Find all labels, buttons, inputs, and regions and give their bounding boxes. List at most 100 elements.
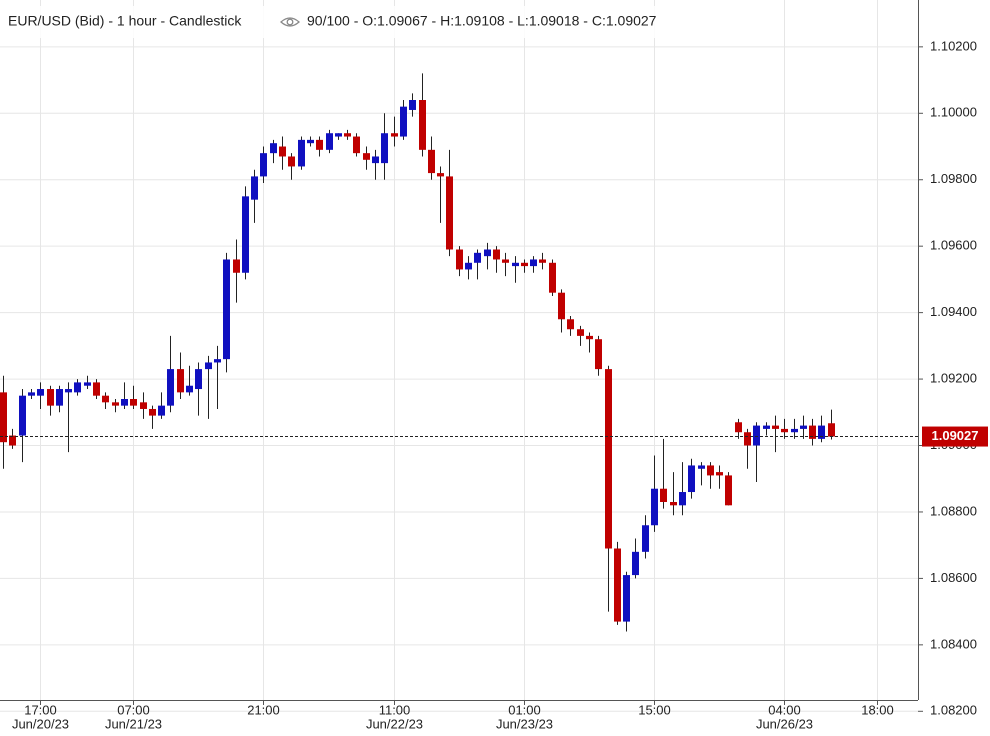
candle-body <box>800 425 807 429</box>
candle-body <box>391 133 398 137</box>
y-tick-label: 1.08400 <box>930 636 977 651</box>
candle-body <box>353 136 360 154</box>
candle-body <box>270 143 277 154</box>
candle-body <box>279 146 286 157</box>
candle-body <box>828 423 835 437</box>
candle-body <box>205 362 212 370</box>
candle-body <box>102 395 109 403</box>
x-date-label: Jun/20/23 <box>12 716 69 731</box>
candle-body <box>586 335 593 340</box>
candle-body <box>121 399 128 406</box>
candle-body <box>660 488 667 502</box>
candle-body <box>65 389 72 393</box>
y-tick-label: 1.09400 <box>930 304 977 319</box>
y-tick-label: 1.08600 <box>930 570 977 585</box>
candle-body <box>623 575 630 622</box>
candle-body <box>818 425 825 439</box>
candle-body <box>605 369 612 549</box>
y-tick-label: 1.08200 <box>930 703 977 718</box>
candle-body <box>186 385 193 393</box>
last-price-label: 1.09027 <box>932 428 979 443</box>
x-tick-label: 17:00 <box>24 702 57 717</box>
chart-info: 90/100 - O:1.09067 - H:1.09108 - L:1.090… <box>307 13 657 29</box>
candle-body <box>753 425 760 446</box>
x-tick-label: 18:00 <box>861 702 894 717</box>
candle-body <box>400 106 407 137</box>
header-background <box>0 6 708 38</box>
x-date-label: Jun/22/23 <box>366 716 423 731</box>
candle-body <box>670 501 677 506</box>
candle-body <box>140 402 147 409</box>
candle-body <box>74 382 81 393</box>
candle-body <box>242 196 249 273</box>
candle-body <box>651 488 658 526</box>
candle-body <box>409 100 416 110</box>
candle-body <box>456 249 463 270</box>
candle-body <box>326 133 333 150</box>
candle-body <box>446 176 453 250</box>
candle-body <box>307 139 314 144</box>
candle-body <box>233 259 240 273</box>
x-tick-label: 04:00 <box>768 702 801 717</box>
candle-body <box>772 425 779 429</box>
eye-icon <box>280 17 300 27</box>
candle-body <box>149 408 156 416</box>
candle-body <box>484 249 491 257</box>
candle-body <box>763 425 770 429</box>
candle-body <box>0 392 7 443</box>
candle-body <box>558 292 565 320</box>
candle-body <box>298 139 305 167</box>
y-tick-label: 1.10000 <box>930 105 977 120</box>
candle-body <box>512 262 519 267</box>
candle-body <box>521 262 528 267</box>
candle-body <box>372 156 379 164</box>
candle-body <box>502 259 509 263</box>
x-tick-label: 21:00 <box>247 702 280 717</box>
candle-body <box>698 465 705 469</box>
candle-body <box>214 359 221 363</box>
candle-body <box>549 262 556 293</box>
grid-layer <box>0 0 918 712</box>
labels-layer: 1.082001.084001.086001.088001.090001.092… <box>12 38 988 731</box>
candle-body <box>9 435 16 446</box>
x-tick-label: 07:00 <box>117 702 150 717</box>
candle-body <box>344 133 351 137</box>
x-date-label: Jun/21/23 <box>105 716 162 731</box>
candle-body <box>28 392 35 396</box>
candle-body <box>493 249 500 260</box>
last-price-box <box>922 426 988 447</box>
candle-body <box>679 492 686 506</box>
candle-body <box>260 153 267 177</box>
candle-body <box>419 100 426 150</box>
y-tick-label: 1.09600 <box>930 238 977 253</box>
candle-body <box>809 425 816 439</box>
x-tick-label: 11:00 <box>379 702 411 717</box>
candle-body <box>251 176 258 200</box>
candle-body <box>167 369 174 406</box>
candle-body <box>335 133 342 137</box>
candle-body <box>19 395 26 436</box>
candle-body <box>195 369 202 390</box>
candle-body <box>363 153 370 160</box>
candle-body <box>539 259 546 263</box>
candle-body <box>177 369 184 393</box>
chart-title: EUR/USD (Bid) - 1 hour - Candlestick <box>8 13 242 29</box>
candle-body <box>158 405 165 416</box>
candle-body <box>47 389 54 406</box>
candle-body <box>316 139 323 150</box>
candle-body <box>474 252 481 263</box>
candle-body <box>642 525 649 552</box>
candle-body <box>716 472 723 476</box>
candle-body <box>56 389 63 406</box>
candle-body <box>428 149 435 174</box>
candle-body <box>577 329 584 336</box>
candle-body <box>614 548 621 622</box>
x-tick-label: 15:00 <box>638 702 671 717</box>
candle-body <box>223 259 230 360</box>
x-date-label: Jun/23/23 <box>496 716 553 731</box>
candle-body <box>530 259 537 267</box>
candle-body <box>130 399 137 406</box>
